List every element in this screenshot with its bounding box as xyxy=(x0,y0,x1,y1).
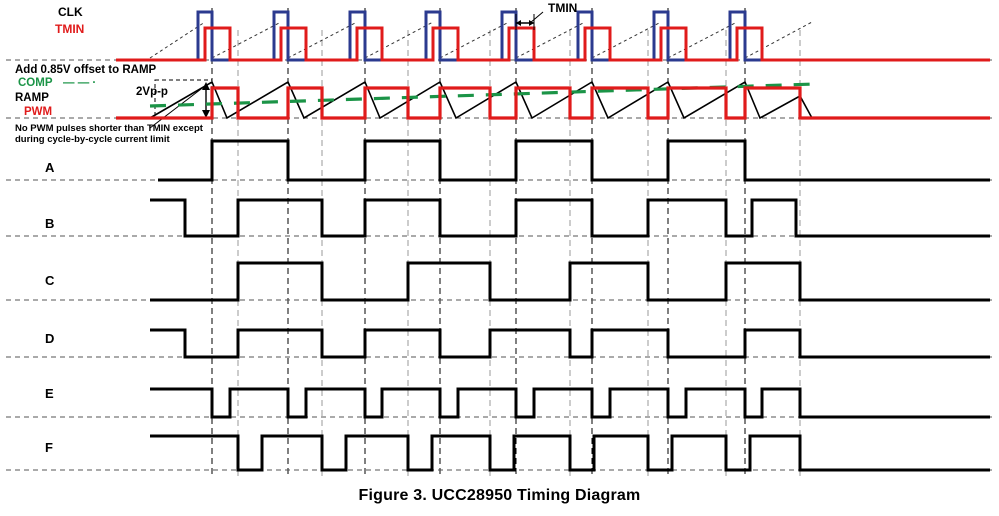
clk-waveform xyxy=(116,10,990,62)
pwm-waveform xyxy=(116,86,990,120)
ramp-offset-note: Add 0.85V offset to RAMP xyxy=(15,64,157,76)
row-label-D: D xyxy=(45,331,54,346)
figure-caption: Figure 3. UCC28950 Timing Diagram xyxy=(358,487,641,504)
gridlines-horizontal xyxy=(6,59,993,471)
comp-legend-label: COMP xyxy=(18,77,53,89)
pwm-footnote-line1: No PWM pulses shorter than TMIN except xyxy=(15,123,204,134)
waveform-D xyxy=(150,328,990,359)
ramp-waveform xyxy=(149,80,813,120)
waveform-A xyxy=(158,139,990,182)
pwm-legend-label: PWM xyxy=(24,106,52,118)
comp-legend-dash: — — · xyxy=(63,77,96,89)
waveform-B xyxy=(150,198,990,238)
waveform-E xyxy=(150,387,990,419)
tmin-waveform xyxy=(116,26,990,62)
row-label-C: C xyxy=(45,273,55,288)
clk-legend-label: CLK xyxy=(58,5,83,19)
gridlines-vertical-black xyxy=(211,8,746,478)
waveform-C xyxy=(150,261,990,302)
ramp-legend-label: RAMP xyxy=(15,92,49,104)
timing-diagram-canvas: TMIN CLK TMIN Add 0.85V offset to RAMP C… xyxy=(6,1,993,478)
tmin-callout xyxy=(515,11,544,30)
vpp-callout-label: 2Vp-p xyxy=(136,86,168,98)
pwm-footnote-line2: during cycle-by-cycle current limit xyxy=(15,134,171,145)
row-label-E: E xyxy=(45,386,54,401)
row-label-A: A xyxy=(45,160,55,175)
row-label-B: B xyxy=(45,216,54,231)
ramp-peak-guide-box xyxy=(154,79,213,119)
waveform-F xyxy=(150,434,990,472)
row-label-F: F xyxy=(45,440,53,455)
clk-band-ramp-guides xyxy=(149,21,813,59)
tmin-callout-label: TMIN xyxy=(548,1,577,15)
tmin-legend-label: TMIN xyxy=(55,22,84,36)
